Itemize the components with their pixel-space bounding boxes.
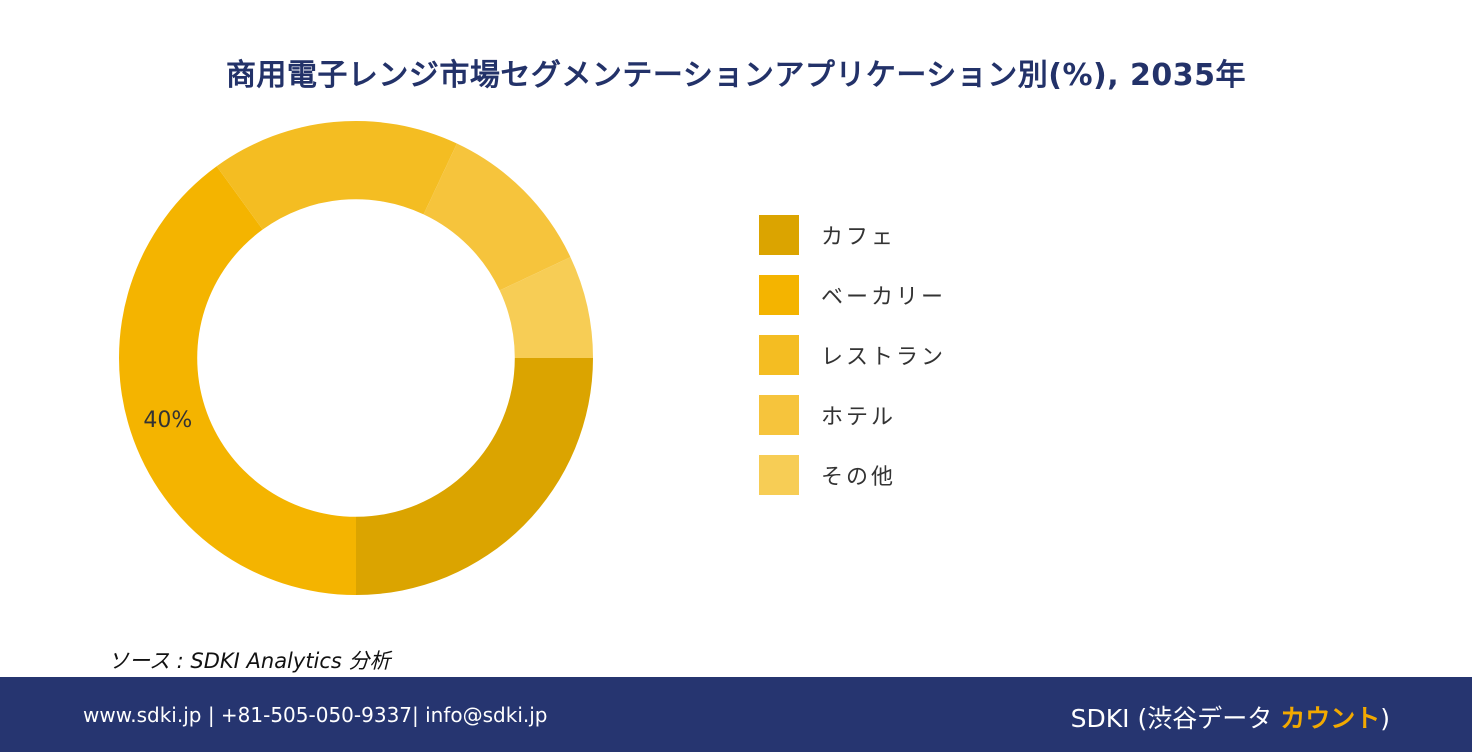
legend-label: ベーカリー xyxy=(821,285,947,310)
legend-swatch xyxy=(759,395,799,435)
footer-bar: www.sdki.jp | +81-505-050-9337| info@sdk… xyxy=(0,677,1472,752)
footer-contact: www.sdki.jp | +81-505-050-9337| info@sdk… xyxy=(83,703,548,727)
donut-slice-0 xyxy=(356,358,593,595)
legend-swatch xyxy=(759,335,799,375)
brand-suffix: ) xyxy=(1380,704,1390,733)
chart-legend: カフェ ベーカリー レストラン ホテル その他 xyxy=(759,215,946,515)
legend-item-restaurant: レストラン xyxy=(759,335,946,375)
chart-title: 商用電子レンジ市場セグメンテーションアプリケーション別(%), 2035年 xyxy=(225,58,1247,93)
legend-item-other: その他 xyxy=(759,455,946,495)
donut-slice-3 xyxy=(423,143,571,291)
donut-slice-2 xyxy=(216,120,457,230)
legend-item-hotel: ホテル xyxy=(759,395,946,435)
legend-label: カフェ xyxy=(821,225,897,250)
donut-slice-1 xyxy=(119,166,357,595)
brand-accent: カウント xyxy=(1280,704,1381,733)
brand-prefix: SDKI (渋谷データ xyxy=(1070,704,1281,733)
donut-slice-4 xyxy=(499,257,593,358)
legend-label: ホテル xyxy=(821,405,897,430)
legend-label: その他 xyxy=(821,465,897,490)
legend-swatch xyxy=(759,455,799,495)
slice-data-label: 40% xyxy=(143,408,192,433)
legend-item-cafe: カフェ xyxy=(759,215,946,255)
legend-swatch xyxy=(759,215,799,255)
source-note: ソース : SDKI Analytics 分析 xyxy=(108,649,391,673)
legend-swatch xyxy=(759,275,799,315)
footer-brand: SDKI (渋谷データ カウント) xyxy=(1071,699,1390,735)
legend-item-bakery: ベーカリー xyxy=(759,275,946,315)
donut-chart: 40% xyxy=(119,120,593,595)
legend-label: レストラン xyxy=(821,345,947,370)
